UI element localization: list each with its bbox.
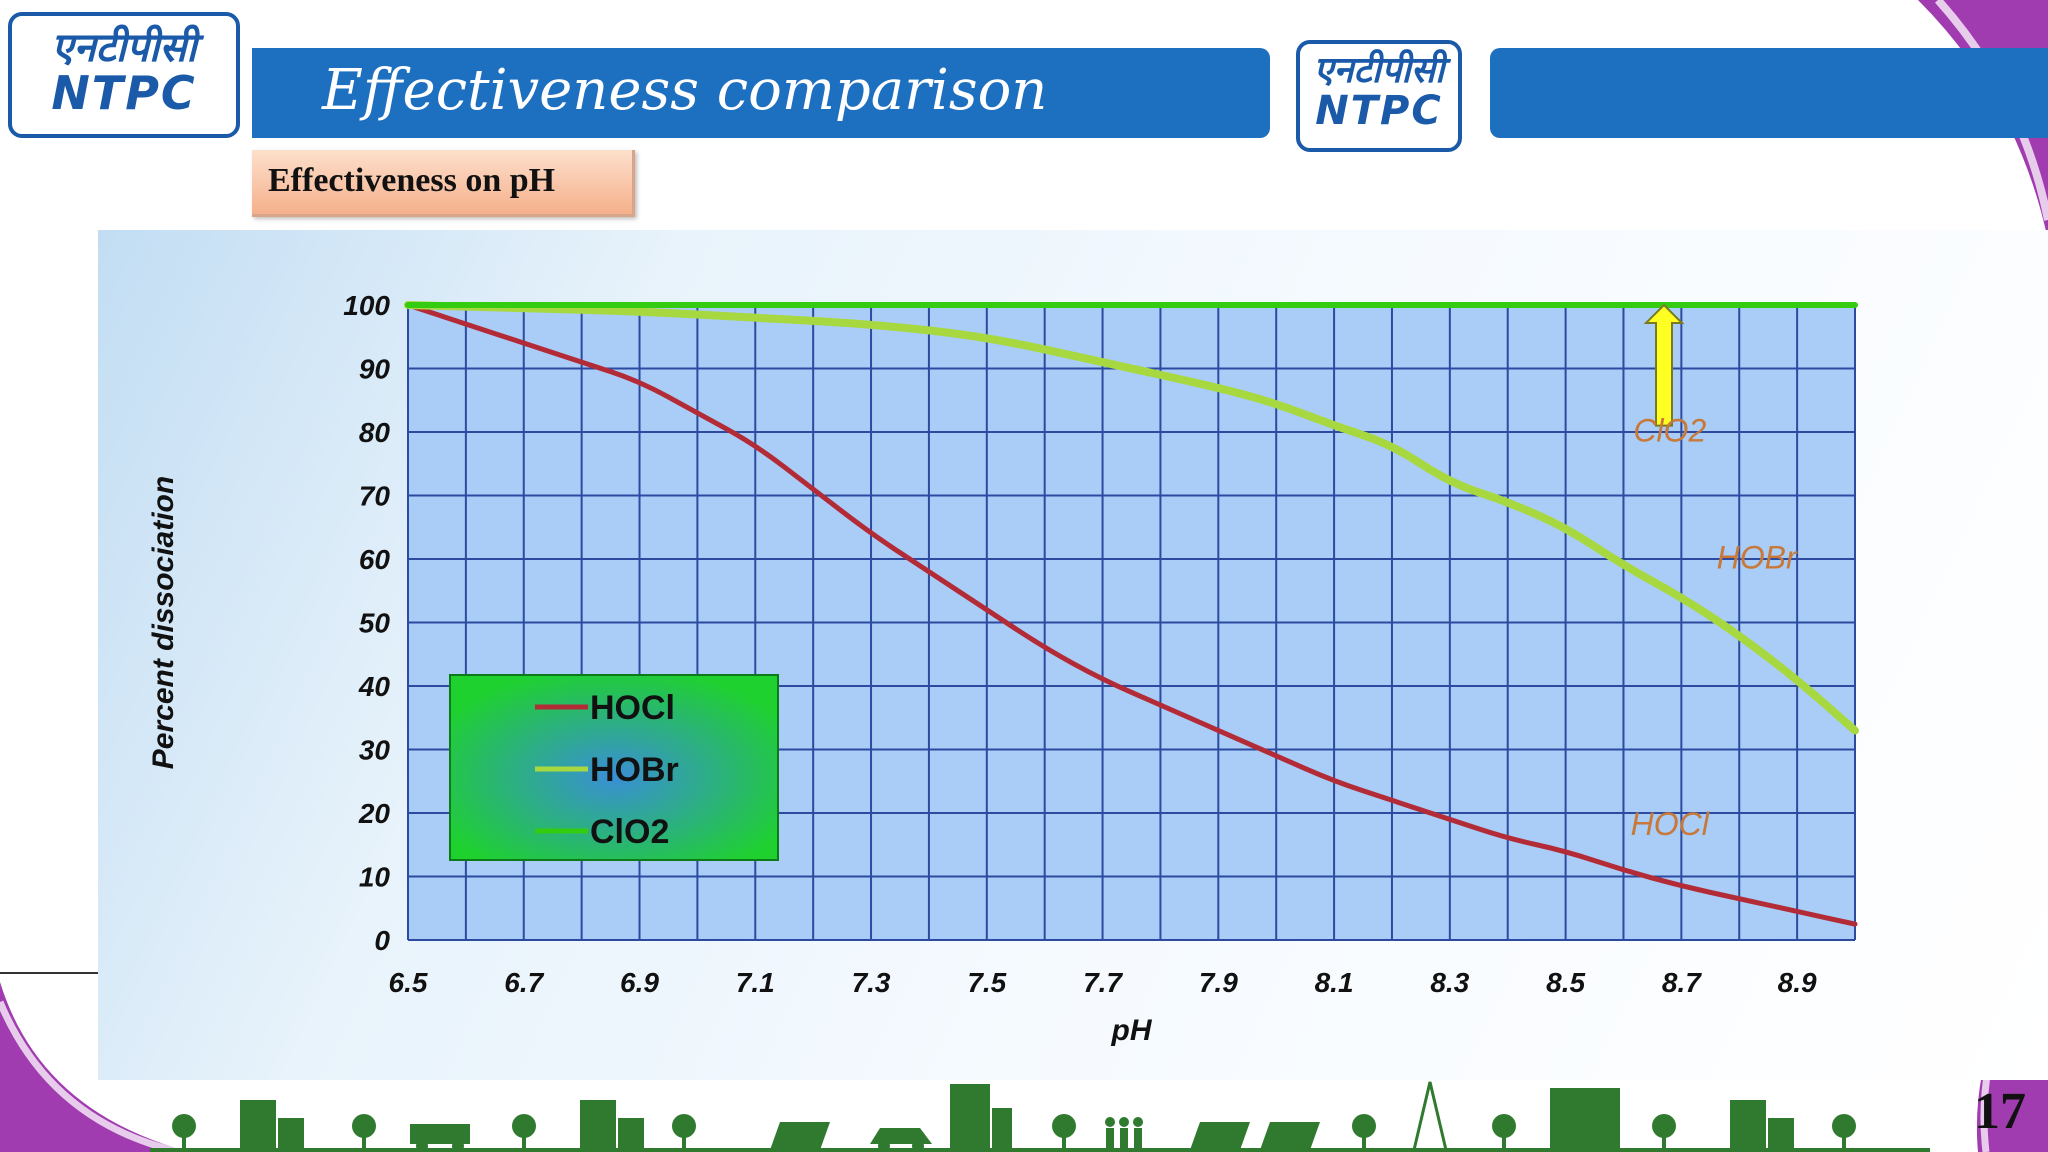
- legend-box: [449, 674, 779, 861]
- legend-entry: HOBr: [590, 751, 679, 789]
- y-tick-label: 40: [358, 671, 391, 702]
- ntpc-logo-secondary: एनटीपीसी NTPC: [1296, 40, 1462, 152]
- y-tick-label: 100: [343, 290, 390, 321]
- x-tick-label: 7.3: [852, 967, 891, 998]
- logo-english-text: NTPC: [1315, 88, 1443, 134]
- y-tick-label: 90: [359, 354, 391, 385]
- curve-label: HOBr: [1717, 540, 1798, 576]
- x-tick-label: 7.9: [1199, 967, 1238, 998]
- series-line-hobr: [404, 301, 1859, 735]
- divider-line: [0, 972, 98, 974]
- y-tick-label: 80: [359, 417, 391, 448]
- x-axis-label: pH: [1111, 1014, 1153, 1047]
- page-number: 17: [1974, 1083, 2026, 1140]
- header-bar-right: [1490, 48, 2048, 138]
- logo-hindi-text: एनटीपीसी: [51, 25, 197, 71]
- y-tick-label: 60: [359, 544, 391, 575]
- title-bar: Effectiveness comparison: [252, 48, 1270, 138]
- subtitle-text: Effectiveness on pH: [268, 162, 556, 199]
- y-tick-label: 10: [359, 862, 391, 893]
- y-tick-label: 50: [359, 608, 391, 639]
- slide-title: Effectiveness comparison: [322, 58, 1048, 123]
- x-tick-label: 6.7: [504, 967, 544, 998]
- y-tick-label: 70: [359, 481, 391, 512]
- x-tick-label: 8.5: [1546, 967, 1585, 998]
- x-tick-label: 7.5: [967, 967, 1006, 998]
- dissociation-chart: 0 10 20 30 40 50 60 70 80 90 100 6.5 6.7 6.9 7.1 7.3 7.5…: [147, 290, 1859, 1047]
- logo-english-text: NTPC: [51, 66, 197, 120]
- x-tick-label: 6.5: [389, 967, 428, 998]
- arrow-up-icon: [1643, 303, 1685, 427]
- footer-illustration: [150, 1081, 1930, 1152]
- x-tick-label: 7.7: [1083, 967, 1123, 998]
- x-tick-label: 8.9: [1778, 967, 1817, 998]
- y-tick-label: 20: [358, 798, 391, 829]
- section-subtitle: Effectiveness on pH: [252, 150, 635, 217]
- curve-label: HOCl: [1631, 806, 1710, 842]
- ntpc-logo: एनटीपीसी NTPC: [8, 12, 240, 138]
- x-tick-label: 8.7: [1662, 967, 1702, 998]
- x-tick-label: 7.1: [736, 967, 775, 998]
- curve-label: ClO2: [1633, 413, 1706, 449]
- y-tick-label: 30: [359, 735, 391, 766]
- x-tick-label: 6.9: [620, 967, 659, 998]
- y-axis-label: Percent dissociation: [147, 476, 180, 769]
- x-tick-label: 8.3: [1430, 967, 1469, 998]
- legend-entry: HOCl: [590, 689, 675, 727]
- chart-frame: 0 10 20 30 40 50 60 70 80 90 100 6.5 6.7 6.9 7.1 7.3 7.5…: [98, 230, 2048, 1080]
- series-line-hocl: [405, 302, 1858, 927]
- x-tick-label: 8.1: [1315, 967, 1354, 998]
- logo-hindi-text: एनटीपीसी: [1313, 50, 1445, 91]
- decorative-corner-bottom-left: [0, 982, 190, 1152]
- legend-entry: ClO2: [590, 813, 669, 851]
- y-tick-label: 0: [374, 925, 390, 956]
